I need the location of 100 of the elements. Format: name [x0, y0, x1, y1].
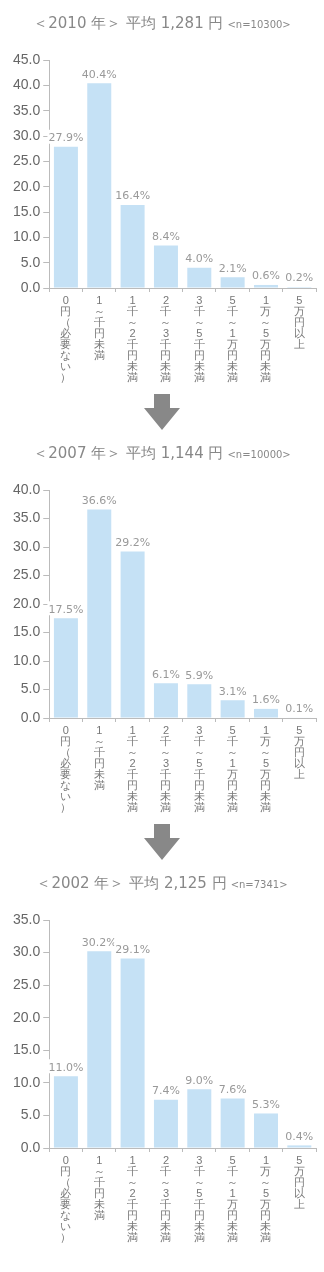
x-tick-label: 5千～1万円未満 — [227, 1153, 239, 1243]
x-tick-label: 1～千円未満 — [93, 723, 105, 791]
x-tick-label: 1～千円未満 — [93, 1153, 105, 1221]
data-label: 30.2% — [81, 935, 117, 949]
bar — [87, 83, 112, 288]
bar — [120, 551, 145, 718]
x-tick-label: 1万～5万円未満 — [260, 723, 272, 813]
data-label: 0.2% — [285, 271, 314, 285]
bar — [187, 684, 212, 718]
data-label: 0.6% — [252, 269, 280, 283]
x-tick-label: 1～千円未満 — [93, 293, 105, 361]
data-label: 6.1% — [151, 667, 180, 681]
y-tick-label: 5.0 — [20, 253, 41, 270]
y-tick-label: 25.0 — [13, 566, 41, 583]
y-tick-label: 30.0 — [13, 126, 41, 143]
data-label: 5.9% — [185, 668, 214, 682]
y-tick-label: 40.0 — [13, 76, 41, 93]
bar — [220, 700, 245, 718]
chart-subtitle: <n=10300> — [227, 19, 291, 30]
chart-title: ＜2010 年＞ 平均 1,281 円 — [33, 14, 224, 32]
data-label: 29.1% — [115, 942, 151, 956]
y-tick-label: 25.0 — [13, 152, 41, 169]
y-tick-label: 5.0 — [20, 680, 41, 697]
y-tick-label: 25.0 — [13, 976, 41, 992]
x-tick-label: 3千～5千円未満 — [193, 293, 205, 383]
x-tick-label: 2千～3千円未満 — [160, 723, 172, 813]
x-tick-label: 5万円以上 — [293, 1153, 305, 1210]
y-tick-label: 15.0 — [13, 623, 41, 640]
bar — [153, 245, 178, 288]
bar — [253, 708, 278, 718]
data-label: 0.1% — [285, 701, 314, 715]
x-tick-label: 3千～5千円未満 — [193, 1153, 205, 1243]
data-label: 4.0% — [185, 252, 214, 266]
x-tick-label: 5万円以上 — [293, 293, 305, 350]
data-label: 40.4% — [81, 67, 117, 81]
y-tick-label: 35.0 — [13, 509, 41, 526]
y-tick-label: 10.0 — [13, 651, 41, 668]
y-tick-label: 20.0 — [13, 594, 41, 611]
chart-title: ＜2002 年＞ 平均 2,125 円 — [36, 874, 227, 892]
x-tick-label: 1千～2千円未満 — [127, 293, 139, 383]
x-tick-label: 5万円以上 — [293, 723, 305, 780]
bar — [120, 958, 145, 1148]
y-tick-label: 0.0 — [20, 278, 41, 295]
bar — [53, 618, 78, 718]
y-tick-label: 10.0 — [13, 1073, 41, 1090]
x-tick-label: 3千～5千円未満 — [193, 723, 205, 813]
y-tick-label: 30.0 — [13, 943, 41, 960]
y-tick-label: 40.0 — [13, 480, 41, 497]
data-label: 36.6% — [81, 493, 117, 507]
bar — [187, 267, 212, 288]
data-label: 16.4% — [115, 189, 151, 203]
chart-subtitle: <n=7341> — [230, 879, 288, 890]
y-tick-label: 0.0 — [20, 708, 41, 725]
y-tick-label: 15.0 — [13, 1041, 41, 1058]
chart-subtitle: <n=10000> — [227, 449, 291, 460]
bar — [53, 146, 78, 288]
chart-title: ＜2007 年＞ 平均 1,144 円 — [33, 444, 224, 462]
x-tick-label: 1千～2千円未満 — [127, 723, 139, 813]
y-tick-label: 15.0 — [13, 202, 41, 219]
bar — [53, 1076, 78, 1148]
y-tick-label: 35.0 — [13, 101, 41, 118]
data-label: 17.5% — [48, 602, 84, 616]
y-tick-label: 0.0 — [20, 1138, 41, 1155]
data-label: 2.1% — [218, 261, 247, 275]
bar — [220, 1098, 245, 1148]
bar — [120, 204, 145, 288]
y-tick-label: 20.0 — [13, 177, 41, 194]
x-tick-label: 1万～5万円未満 — [260, 1153, 272, 1243]
y-tick-label: 35.0 — [13, 910, 41, 927]
x-tick-label: 2千～3千円未満 — [160, 1153, 172, 1243]
data-label: 7.4% — [151, 1084, 180, 1098]
data-label: 1.6% — [252, 693, 280, 707]
x-tick-label: 0円（必要ない） — [60, 1153, 72, 1243]
data-label: 3.1% — [218, 684, 247, 698]
data-label: 5.3% — [252, 1097, 280, 1111]
data-label: 29.2% — [115, 535, 151, 549]
bar — [87, 951, 112, 1148]
bar — [153, 1099, 178, 1148]
y-tick-label: 20.0 — [13, 1008, 41, 1025]
data-label: 0.4% — [285, 1129, 314, 1143]
x-tick-label: 5千～1万円未満 — [227, 723, 239, 813]
y-tick-label: 5.0 — [20, 1106, 41, 1123]
y-tick-label: 10.0 — [13, 228, 41, 245]
data-label: 7.6% — [218, 1082, 247, 1096]
bar — [187, 1089, 212, 1148]
y-tick-label: 45.0 — [13, 50, 41, 67]
data-label: 9.0% — [185, 1073, 214, 1087]
x-tick-label: 0円（必要ない） — [60, 723, 72, 813]
bar — [253, 1113, 278, 1148]
data-label: 27.9% — [48, 131, 84, 144]
bar — [153, 683, 178, 718]
data-label: 11.0% — [48, 1060, 84, 1074]
x-tick-label: 5千～1万円未満 — [227, 293, 239, 383]
x-tick-label: 0円（必要ない） — [60, 293, 72, 383]
bar — [287, 1145, 312, 1148]
x-tick-label: 2千～3千円未満 — [160, 293, 172, 383]
bar — [220, 277, 245, 288]
bar — [253, 284, 278, 288]
x-tick-label: 1万～5万円未満 — [260, 293, 272, 383]
data-label: 8.4% — [151, 229, 180, 243]
